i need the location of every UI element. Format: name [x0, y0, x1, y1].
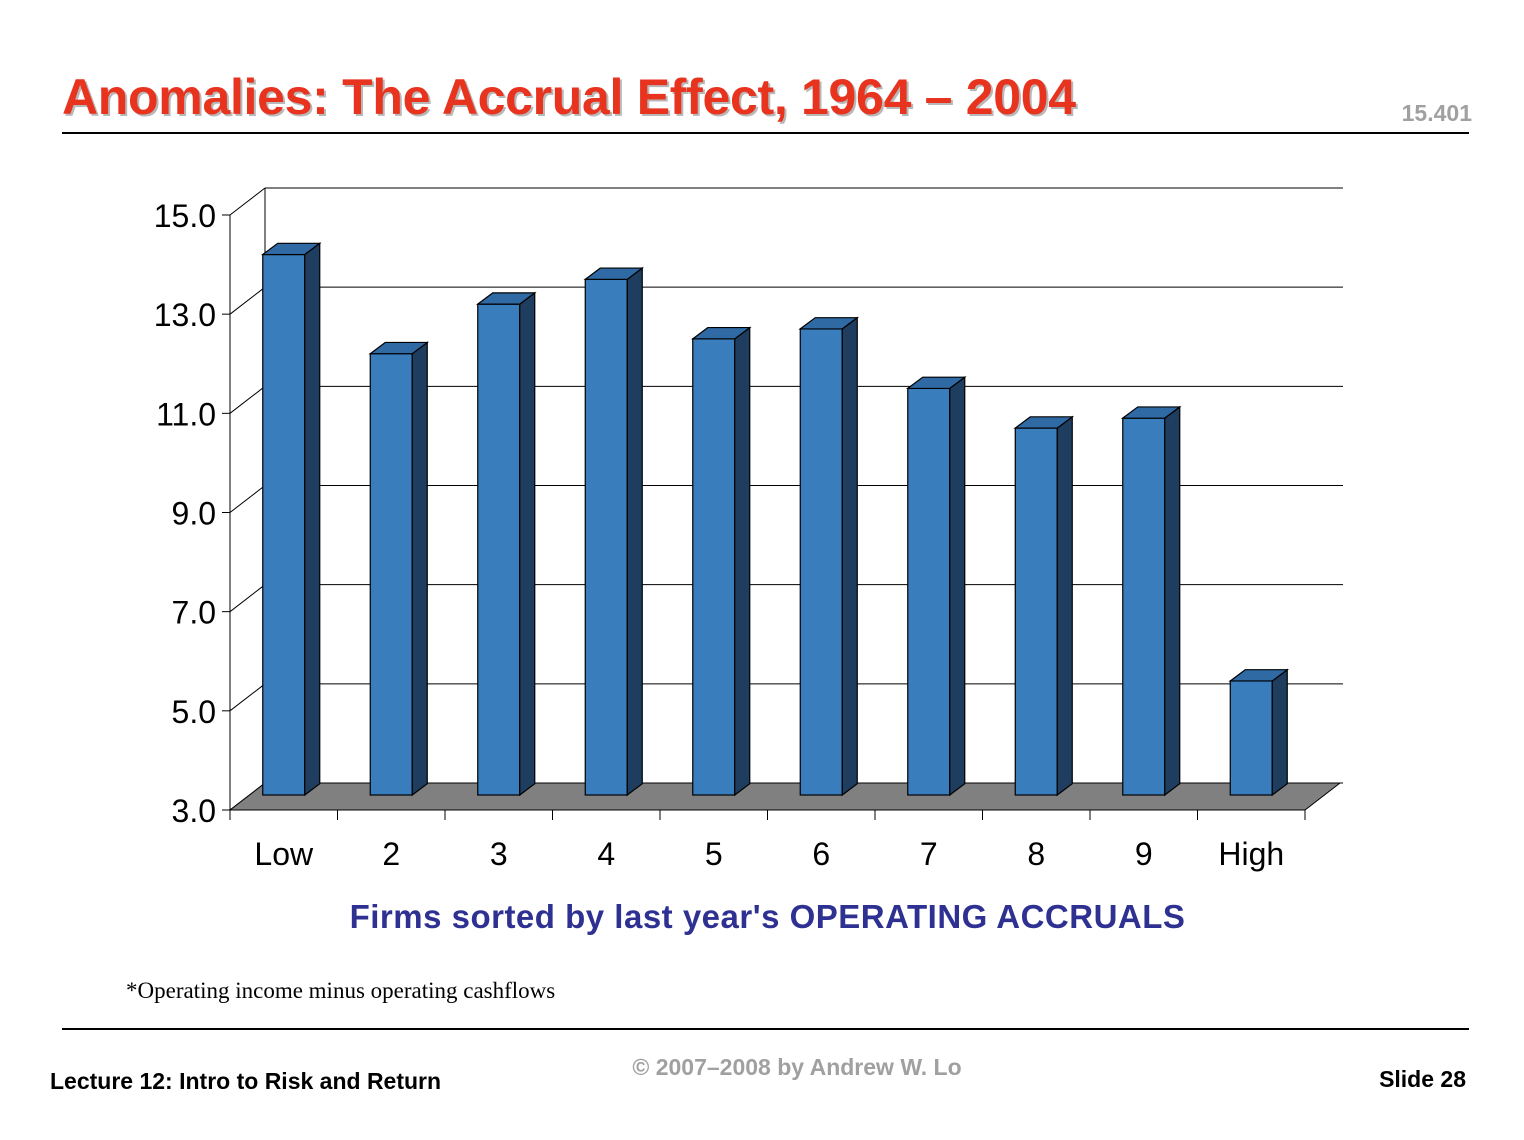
bar-side	[411, 341, 428, 797]
bar	[907, 387, 951, 796]
bar-top	[260, 242, 322, 256]
gridline-side	[229, 683, 266, 712]
bar-side	[841, 316, 858, 797]
bar-side	[1271, 668, 1288, 797]
x-tick-label: 3	[490, 836, 508, 872]
x-tick-label: 7	[920, 836, 938, 872]
x-tick-label: 6	[812, 836, 830, 872]
y-tick-label: 11.0	[156, 396, 216, 432]
bar-top	[690, 326, 752, 340]
bar-side	[734, 326, 751, 797]
bar-top	[905, 376, 967, 390]
x-tick-label: 5	[705, 836, 723, 872]
bar-top	[798, 317, 860, 330]
header-rule	[62, 132, 1469, 134]
bar-side	[1056, 415, 1073, 797]
bar-side	[304, 242, 321, 797]
x-tick-label: 2	[382, 836, 400, 872]
bar-top	[583, 267, 645, 280]
bar-top	[368, 341, 430, 355]
bar	[1229, 680, 1273, 796]
bar-side	[519, 291, 536, 797]
bar	[369, 353, 413, 796]
gridline-side	[229, 187, 266, 216]
y-tick-label: 5.0	[172, 694, 216, 730]
x-tick-label: High	[1218, 836, 1284, 872]
x-tick-label: 8	[1027, 836, 1045, 872]
bar-top	[1013, 416, 1075, 429]
footnote: *Operating income minus operating cashfl…	[126, 978, 556, 1003]
footer-rule	[62, 1028, 1469, 1030]
bar-top	[1228, 669, 1290, 682]
bar	[692, 338, 736, 796]
bar	[1014, 427, 1058, 796]
bar-top	[475, 292, 537, 305]
x-axis-title: Firms sorted by last year's OPERATING AC…	[350, 898, 1186, 935]
x-tick-label: 4	[597, 836, 615, 872]
bar-top	[1120, 406, 1182, 419]
copyright: © 2007–2008 by Andrew W. Lo	[632, 1054, 962, 1080]
bar	[1122, 417, 1166, 796]
bar-side	[1164, 405, 1181, 797]
gridline-side	[229, 286, 266, 315]
gridline-side	[229, 584, 266, 613]
bar-side	[626, 266, 643, 797]
course-number: 15.401	[1401, 100, 1472, 126]
y-tick-label: 15.0	[154, 198, 216, 234]
slide-number: Slide 28	[1379, 1066, 1466, 1092]
bar	[799, 328, 843, 796]
y-tick-label: 9.0	[172, 496, 216, 532]
gridline-side	[229, 385, 266, 414]
gridline-side	[229, 485, 266, 513]
lecture-title: Lecture 12: Intro to Risk and Return	[50, 1068, 442, 1094]
bar	[584, 278, 628, 796]
bar-side	[949, 375, 966, 797]
bar	[262, 253, 306, 796]
y-tick-label: 3.0	[172, 793, 216, 829]
y-tick-label: 13.0	[154, 297, 216, 333]
x-tick-label: Low	[254, 836, 314, 872]
bar	[477, 303, 521, 796]
slide-title: Anomalies: The Accrual Effect, 1964 – 20…	[62, 69, 1076, 125]
y-tick-label: 7.0	[172, 595, 216, 631]
x-tick-label: 9	[1135, 836, 1153, 872]
